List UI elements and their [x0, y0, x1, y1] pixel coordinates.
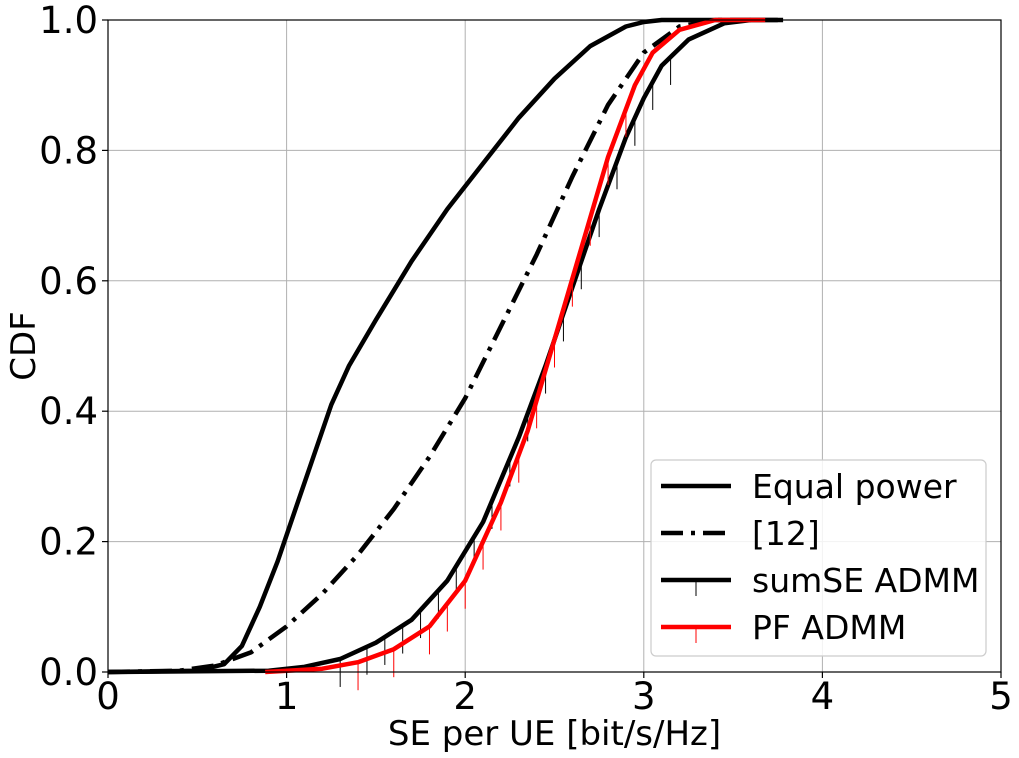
- y-tick-label: 0.4: [39, 390, 98, 433]
- y-tick-label: 0.8: [39, 129, 98, 172]
- x-axis-label: SE per UE [bit/s/Hz]: [388, 714, 721, 754]
- series-1: [107, 17, 751, 675]
- series-lines: [107, 17, 784, 691]
- legend-label: PF ADMM: [752, 608, 906, 647]
- series-3: [265, 17, 766, 691]
- legend-entry-0: Equal power: [661, 467, 957, 506]
- legend: Equal power [12] sumSE ADMM PF ADMM: [650, 459, 987, 657]
- x-axis-ticks: 0 1 2 3 4 5: [96, 672, 1013, 718]
- series-line-3: [265, 17, 766, 675]
- legend-box: [650, 459, 987, 657]
- series-line-0: [107, 17, 778, 675]
- series-line-1: [107, 17, 751, 675]
- y-tick-label: 0.6: [39, 260, 98, 303]
- legend-entry-3: PF ADMM: [661, 608, 906, 647]
- series-0: [107, 17, 778, 675]
- legend-label: [12]: [752, 514, 820, 553]
- x-tick-label: 3: [632, 675, 656, 718]
- x-tick-label: 0: [96, 675, 120, 718]
- y-axis-label: CDF: [4, 311, 44, 380]
- plot-frame: [107, 19, 1002, 673]
- x-tick-label: 2: [453, 675, 477, 718]
- legend-label: Equal power: [752, 467, 957, 506]
- y-axis-ticks: 0.0 0.2 0.4 0.6 0.8 1.0: [39, 0, 108, 694]
- legend-entry-1: [12]: [661, 514, 820, 553]
- x-tick-label: 4: [811, 675, 835, 718]
- legend-entry-2: sumSE ADMM: [661, 561, 979, 600]
- y-tick-label: 0.2: [39, 521, 98, 564]
- y-tick-label: 0.0: [39, 651, 98, 694]
- x-tick-label: 1: [275, 675, 299, 718]
- legend-label: sumSE ADMM: [752, 561, 979, 600]
- y-tick-label: 1.0: [39, 0, 98, 42]
- x-tick-label: 5: [989, 675, 1013, 718]
